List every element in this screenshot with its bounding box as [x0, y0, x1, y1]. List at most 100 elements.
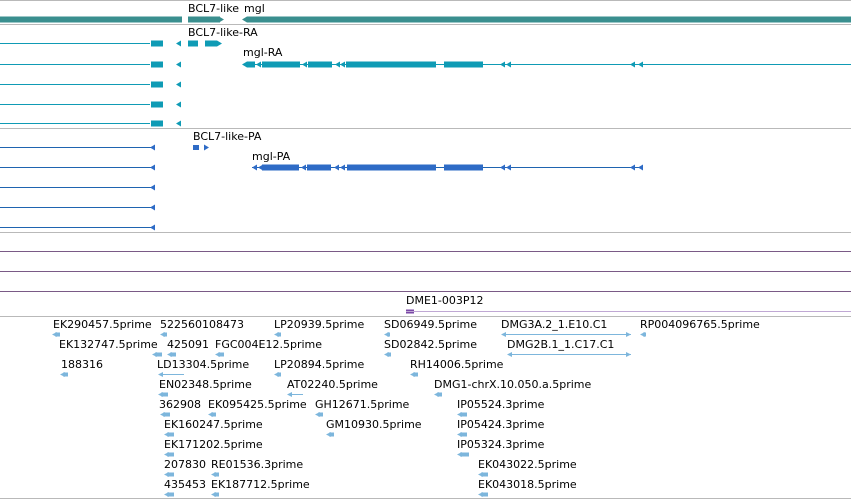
est-label[interactable]: EK043022.5prime [478, 458, 577, 471]
est-block [413, 372, 418, 377]
track-separator [0, 316, 851, 317]
est-label[interactable]: IP05524.3prime [457, 398, 545, 411]
protein-label-bcl7-like-pa[interactable]: BCL7-like-PA [193, 130, 262, 143]
est-block [643, 332, 646, 337]
est-label[interactable]: 425091 [167, 338, 209, 351]
rna-line [0, 104, 150, 105]
est-label[interactable]: EK095425.5prime [208, 398, 307, 411]
est-block [387, 352, 391, 357]
est-arrow [626, 332, 631, 337]
est-line [291, 394, 303, 395]
protein-mgl-exon [262, 164, 299, 171]
rna-exon [151, 40, 163, 47]
est-label[interactable]: GH12671.5prime [315, 398, 410, 411]
est-label[interactable]: EK290457.5prime [53, 318, 152, 331]
est-arrow [501, 332, 506, 337]
rna-mgl-arrow [340, 61, 345, 68]
est-block [63, 372, 68, 377]
protein-bcl7-exon [193, 145, 199, 150]
protein-arrow [150, 184, 155, 191]
est-label[interactable]: 362908 [159, 398, 201, 411]
protein-mgl-arrow [500, 164, 505, 171]
est-label[interactable]: EK132747.5prime [59, 338, 158, 351]
est-label[interactable]: RP004096765.5prime [640, 318, 760, 331]
est-label[interactable]: RH14006.5prime [410, 358, 504, 371]
est-label[interactable]: GM10930.5prime [326, 418, 422, 431]
primer-label[interactable]: DME1-003P12 [406, 294, 484, 307]
rna-bcl7-exon [205, 40, 217, 47]
est-label[interactable]: EK171202.5prime [164, 438, 263, 451]
est-label[interactable]: LD13304.5prime [157, 358, 250, 371]
est-line [511, 354, 631, 355]
protein-label-mgl-pa[interactable]: mgl-PA [252, 150, 291, 163]
rna-mgl-arrow [638, 61, 643, 68]
rna-label-bcl7-like-ra[interactable]: BCL7-like-RA [188, 26, 258, 39]
est-label[interactable]: LP20894.5prime [274, 358, 365, 371]
est-block [155, 352, 162, 357]
est-label[interactable]: DMG1-chrX.10.050.a.5prime [434, 378, 592, 391]
protein-line [0, 207, 153, 208]
est-label[interactable]: FGC004E12.5prime [215, 338, 323, 351]
est-line [162, 374, 184, 375]
est-block [277, 372, 281, 377]
est-label[interactable]: EK160247.5prime [164, 418, 263, 431]
protein-arrow [150, 224, 155, 231]
rna-mgl-exon [308, 61, 332, 68]
est-arrow [158, 372, 163, 377]
rna-mgl-exon [262, 61, 300, 68]
rna-mgl-exon [247, 61, 255, 68]
protein-mgl-arrow [506, 164, 511, 171]
est-label[interactable]: 207830 [164, 458, 206, 471]
est-label[interactable]: IP05424.3prime [457, 418, 545, 431]
track-line [0, 271, 851, 272]
est-block [167, 492, 174, 497]
protein-arrow [150, 144, 155, 151]
gene-bar-left [0, 16, 182, 23]
gene-bcl7-like-bar [188, 16, 220, 23]
gene-label-mgl[interactable]: mgl [244, 2, 265, 15]
rna-bcl7-arrow [217, 40, 222, 47]
rna-mgl-arrow [242, 61, 247, 68]
protein-mgl-arrow [340, 164, 345, 171]
est-block [170, 352, 176, 357]
est-block [161, 392, 168, 397]
est-block [277, 332, 281, 337]
rna-arrow [176, 120, 181, 127]
est-label[interactable]: EN02348.5prime [159, 378, 252, 391]
protein-mgl-arrow [258, 164, 263, 171]
est-arrow [507, 352, 512, 357]
protein-mgl-arrow [301, 164, 306, 171]
rna-mgl-arrow [256, 61, 261, 68]
est-label[interactable]: DMG3A.2_1.E10.C1 [501, 318, 608, 331]
primer-line [406, 311, 851, 312]
est-label[interactable]: SD02842.5prime [384, 338, 477, 351]
est-block [481, 472, 488, 477]
est-label[interactable]: AT02240.5prime [287, 378, 378, 391]
est-block [437, 392, 442, 397]
track-separator [0, 0, 851, 1]
protein-arrow [150, 164, 155, 171]
protein-mgl-exon [347, 164, 436, 171]
rna-label-mgl-ra[interactable]: mgl-RA [243, 46, 283, 59]
gene-label-bcl7-like[interactable]: BCL7-like [188, 2, 239, 15]
track-separator [0, 498, 851, 499]
rna-mgl-arrow [630, 61, 635, 68]
est-label[interactable]: LP20939.5prime [274, 318, 365, 331]
est-label[interactable]: 188316 [61, 358, 103, 371]
rna-exon [151, 81, 163, 88]
track-line [0, 291, 851, 292]
est-block [460, 432, 467, 437]
protein-mgl-arrow [334, 164, 339, 171]
est-label[interactable]: 522560108473 [160, 318, 244, 331]
est-label[interactable]: EK187712.5prime [211, 478, 310, 491]
est-label[interactable]: EK043018.5prime [478, 478, 577, 491]
est-label[interactable]: DMG2B.1_1.C17.C1 [507, 338, 615, 351]
est-label[interactable]: 435453 [164, 478, 206, 491]
est-label[interactable]: SD06949.5prime [384, 318, 477, 331]
track-separator [0, 232, 851, 233]
est-label[interactable]: IP05324.3prime [457, 438, 545, 451]
est-block [218, 352, 224, 357]
est-label[interactable]: RE01536.3prime [211, 458, 304, 471]
rna-mgl-arrow [302, 61, 307, 68]
